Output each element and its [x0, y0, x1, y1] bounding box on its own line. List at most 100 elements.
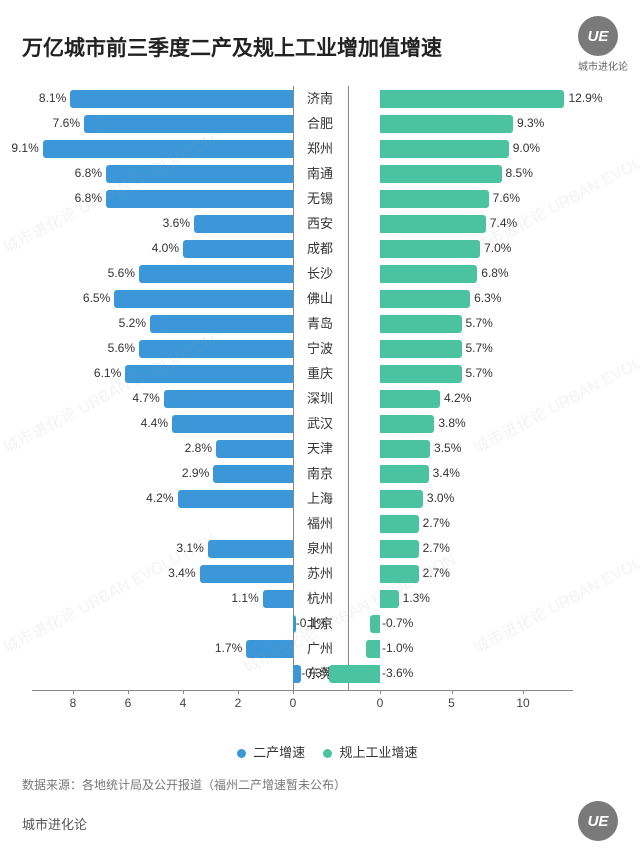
right-tick-label: 5: [437, 696, 467, 710]
right-bar: [380, 540, 419, 558]
right-value: 7.6%: [493, 186, 520, 211]
left-x-axis: [32, 690, 293, 691]
left-bar: [125, 365, 293, 383]
city-label: 深圳: [297, 386, 343, 411]
right-bar: [380, 515, 419, 533]
right-bar: [380, 490, 423, 508]
data-row: 上海4.2%3.0%: [0, 486, 640, 511]
right-bar: [380, 465, 429, 483]
right-value: 2.7%: [423, 561, 450, 586]
right-value: -3.6%: [382, 661, 413, 686]
right-bar: [380, 440, 430, 458]
left-bar: [114, 290, 293, 308]
right-value: 4.2%: [444, 386, 471, 411]
chart-title: 万亿城市前三季度二产及规上工业增加值增速: [22, 32, 442, 62]
right-bar: [380, 390, 440, 408]
left-value: 4.7%: [132, 386, 159, 411]
city-label: 天津: [297, 436, 343, 461]
right-bar: [380, 90, 564, 108]
left-value: 5.2%: [119, 311, 146, 336]
left-value: 4.4%: [141, 411, 168, 436]
right-value: 7.4%: [490, 211, 517, 236]
legend: 二产增速 规上工业增速: [0, 742, 640, 761]
right-bar: [380, 340, 462, 358]
right-value: 9.3%: [517, 111, 544, 136]
left-bar: [178, 490, 294, 508]
right-bar: [380, 290, 470, 308]
left-bar: [106, 190, 293, 208]
legend-label-left: 二产增速: [253, 745, 305, 760]
left-bar: [43, 140, 293, 158]
left-value: 6.5%: [83, 286, 110, 311]
left-tick-label: 6: [113, 696, 143, 710]
left-bar: [213, 465, 293, 483]
data-row: 成都 4.0% 7.0%: [0, 236, 640, 261]
logo-top: UE: [578, 16, 618, 56]
data-row: 东莞-0.3%-3.6%: [0, 661, 640, 686]
data-row: 福州2.7%: [0, 511, 640, 536]
left-tick-label: 4: [168, 696, 198, 710]
left-value: 4.0%: [152, 236, 179, 261]
city-label: 无锡: [297, 186, 343, 211]
left-bar: [246, 640, 293, 658]
legend-label-right: 规上工业增速: [339, 745, 417, 760]
right-bar: [380, 265, 477, 283]
city-label: 广州: [297, 636, 343, 661]
city-label: 青岛: [297, 311, 343, 336]
left-value: 7.6%: [53, 111, 80, 136]
city-label: 武汉: [297, 411, 343, 436]
right-tick-label: 0: [365, 696, 395, 710]
left-value: 6.8%: [75, 161, 102, 186]
city-label: 苏州: [297, 561, 343, 586]
logo-subtitle: 城市进化论: [578, 58, 628, 73]
city-label: 杭州: [297, 586, 343, 611]
left-bar: [172, 415, 293, 433]
data-row: 南通 6.8% 8.5%: [0, 161, 640, 186]
city-label: 佛山: [297, 286, 343, 311]
legend-dot-right: [323, 749, 332, 758]
right-bar: [380, 115, 513, 133]
right-bar: [380, 415, 434, 433]
right-value: 5.7%: [466, 336, 493, 361]
left-value: 3.1%: [176, 536, 203, 561]
right-bar: [380, 565, 419, 583]
right-value: 3.0%: [427, 486, 454, 511]
right-value: 6.8%: [481, 261, 508, 286]
city-label: 济南: [297, 86, 343, 111]
data-row: 重庆6.1%5.7%: [0, 361, 640, 386]
right-tick-label: 10: [508, 696, 538, 710]
right-value: 7.0%: [484, 236, 511, 261]
right-value: 3.4%: [433, 461, 460, 486]
data-row: 泉州3.1%2.7%: [0, 536, 640, 561]
left-value: 3.6%: [163, 211, 190, 236]
legend-dot-left: [237, 749, 246, 758]
data-row: 无锡6.8%7.6%: [0, 186, 640, 211]
right-value: 3.8%: [438, 411, 465, 436]
left-bar: [183, 240, 293, 258]
data-row: 南京2.9%3.4%: [0, 461, 640, 486]
city-label: 南通: [297, 161, 343, 186]
city-label: 郑州: [297, 136, 343, 161]
right-value: -0.7%: [382, 611, 413, 636]
chart-area: 024680510济南8.1%12.9%合肥7.6%9.3%郑州9.1%9.0%…: [0, 82, 640, 730]
left-bar: [106, 165, 293, 183]
data-row: 佛山6.5%6.3%: [0, 286, 640, 311]
left-value: 5.6%: [108, 336, 135, 361]
left-tick-label: 8: [58, 696, 88, 710]
left-value: 6.1%: [94, 361, 121, 386]
data-row: 武汉 4.4% 3.8%: [0, 411, 640, 436]
left-value: 2.8%: [185, 436, 212, 461]
right-value: 1.3%: [403, 586, 430, 611]
left-tick-label: 0: [278, 696, 308, 710]
right-bar: [380, 165, 502, 183]
left-value: 9.1%: [11, 136, 38, 161]
data-row: 深圳 4.7% 4.2%: [0, 386, 640, 411]
right-value: 8.5%: [506, 161, 533, 186]
city-label: 南京: [297, 461, 343, 486]
right-bar: [380, 240, 480, 258]
right-bar: [329, 665, 380, 683]
data-row: 天津2.8%3.5%: [0, 436, 640, 461]
city-label: 成都: [297, 236, 343, 261]
left-value: 3.4%: [168, 561, 195, 586]
right-bar: [380, 315, 462, 333]
